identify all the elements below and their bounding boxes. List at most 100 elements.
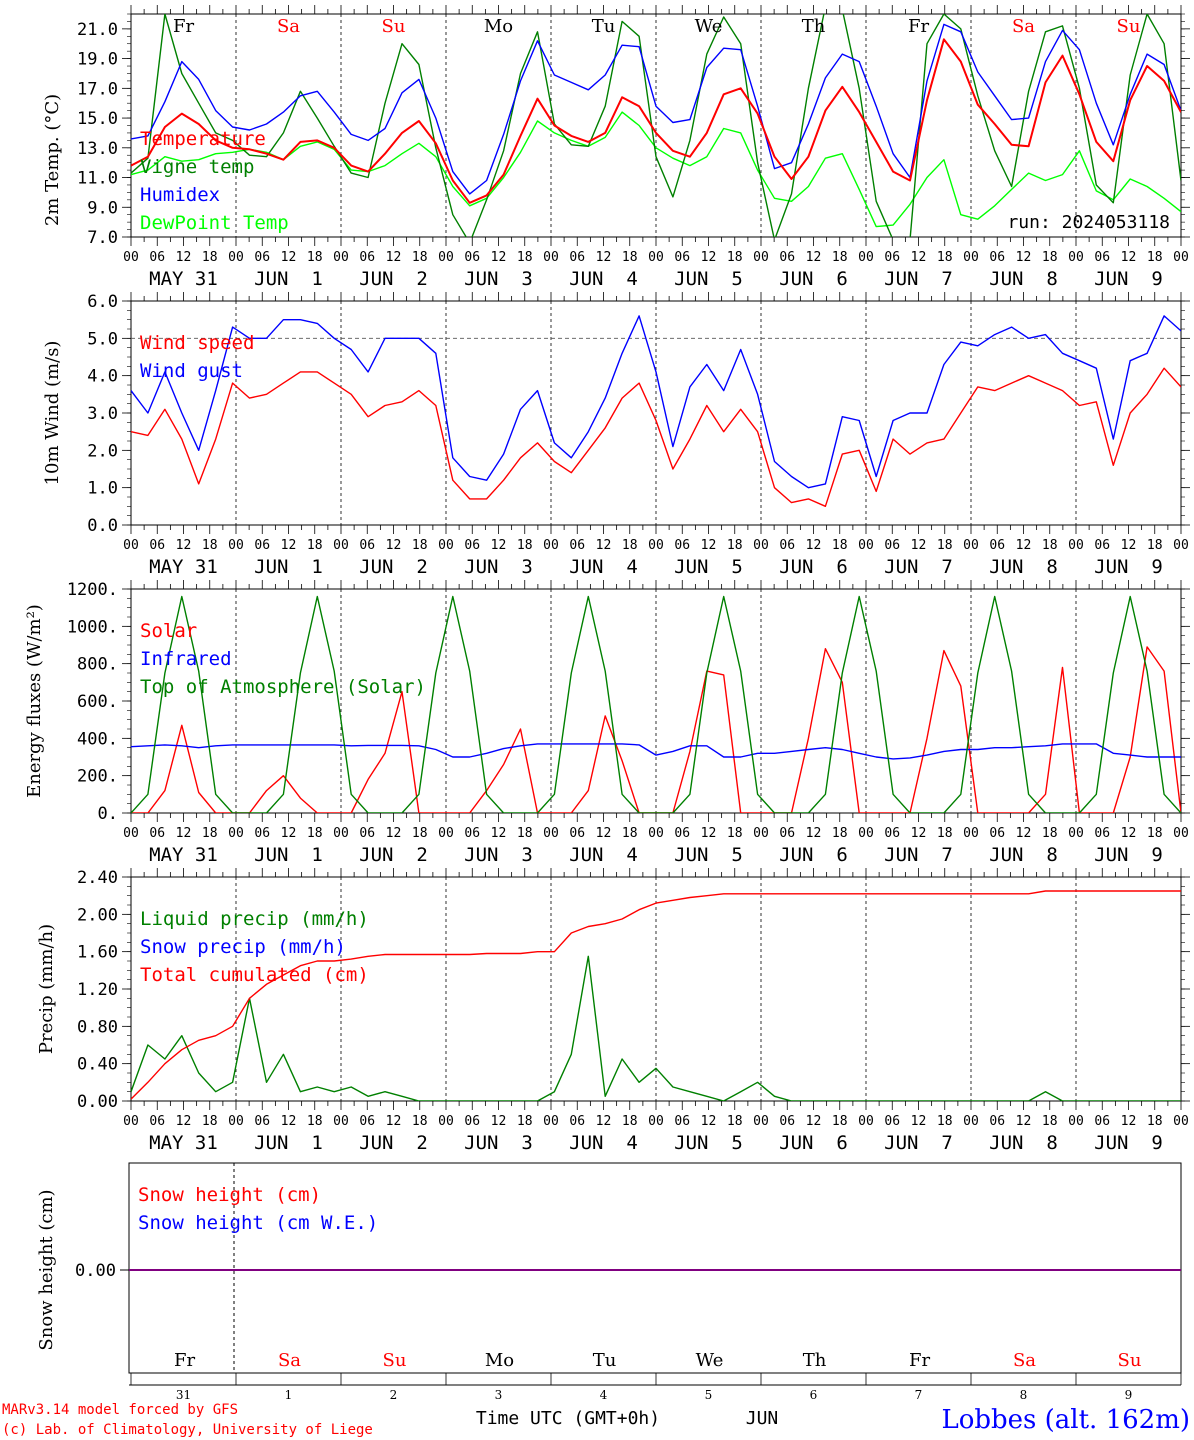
hour-tick-label: 00 xyxy=(333,1114,349,1129)
weekday-label: Th xyxy=(802,16,826,37)
hour-tick-label: 12 xyxy=(491,538,507,553)
hour-tick-label: 00 xyxy=(438,826,454,841)
hour-tick-label: 00 xyxy=(228,538,244,553)
hour-tick-label: 00 xyxy=(1173,250,1189,265)
hour-tick-label: 12 xyxy=(911,250,927,265)
hour-tick-label: 12 xyxy=(491,826,507,841)
hour-tick-label: 18 xyxy=(202,250,218,265)
day-tick-label: MAY 31 xyxy=(149,556,218,578)
legend-total-cumulated: Total cumulated (cm) xyxy=(140,964,369,986)
hour-tick-label: 12 xyxy=(911,538,927,553)
hour-tick-label: 06 xyxy=(989,538,1005,553)
hour-tick-label: 12 xyxy=(701,1114,717,1129)
hour-tick-label: 06 xyxy=(884,1114,900,1129)
series-line-infrared xyxy=(131,743,1181,760)
hour-tick-label: 12 xyxy=(1016,1114,1032,1129)
y-tick-label: 7.0 xyxy=(87,228,118,248)
hour-tick-label: 12 xyxy=(281,1114,297,1129)
day-tick-label: JUN 1 xyxy=(254,844,323,866)
hour-tick-label: 18 xyxy=(202,826,218,841)
hour-tick-label: 12 xyxy=(386,826,402,841)
hour-tick-label: 12 xyxy=(806,250,822,265)
hour-tick-label: 06 xyxy=(359,250,375,265)
y-tick-label: 2.40 xyxy=(77,868,118,888)
hour-tick-label: 06 xyxy=(359,1114,375,1129)
hour-tick-label: 18 xyxy=(1147,538,1163,553)
hour-tick-label: 18 xyxy=(832,826,848,841)
run-label: run: 2024053118 xyxy=(1007,212,1170,233)
day-tick-label: MAY 31 xyxy=(149,1132,218,1154)
hour-tick-label: 18 xyxy=(307,1114,323,1129)
hour-tick-label: 12 xyxy=(176,826,192,841)
day-tick-label: JUN 6 xyxy=(779,556,848,578)
hour-tick-label: 12 xyxy=(1121,1114,1137,1129)
legend-dewpoint: DewPoint Temp xyxy=(140,212,289,234)
snow-ylabel: Snow height (cm) xyxy=(36,1189,57,1350)
hour-tick-label: 18 xyxy=(307,538,323,553)
day-tick-label: JUN 9 xyxy=(1094,1132,1163,1154)
day-tick-label: JUN 6 xyxy=(779,268,848,290)
weekday-label: Su xyxy=(1117,16,1141,37)
y-tick-label: 17.0 xyxy=(77,79,118,99)
hour-tick-label: 06 xyxy=(254,250,270,265)
hour-tick-label: 12 xyxy=(386,538,402,553)
hour-tick-label: 00 xyxy=(123,1114,139,1129)
hour-tick-label: 12 xyxy=(1016,538,1032,553)
weekday-label: Tu xyxy=(593,1350,617,1371)
hour-tick-label: 18 xyxy=(1147,826,1163,841)
weekday-label: Su xyxy=(1118,1350,1142,1371)
day-tick-label: JUN 3 xyxy=(464,268,533,290)
temperature-yticks: 7.0 9.0 11.0 13.0 15.0 17.0 19.0 21.0 xyxy=(77,13,1190,248)
hour-tick-label: 06 xyxy=(1094,1114,1110,1129)
day-tick-label: JUN 5 xyxy=(674,1132,743,1154)
hour-tick-label: 00 xyxy=(1173,1114,1189,1129)
hour-tick-label: 00 xyxy=(543,826,559,841)
day-number-label: 2 xyxy=(390,1388,398,1402)
hour-tick-label: 06 xyxy=(779,250,795,265)
hour-tick-label: 06 xyxy=(464,1114,480,1129)
snow-frame xyxy=(128,1162,1182,1374)
y-tick-label: 3.0 xyxy=(87,404,118,424)
hour-tick-label: 18 xyxy=(1042,826,1058,841)
hour-tick-label: 12 xyxy=(911,826,927,841)
legend-wind-speed: Wind speed xyxy=(140,332,254,354)
hour-tick-label: 18 xyxy=(622,538,638,553)
hour-tick-label: 06 xyxy=(464,250,480,265)
hour-tick-label: 06 xyxy=(149,538,165,553)
hour-tick-label: 18 xyxy=(517,250,533,265)
bottom-day-ticks: 31 1 2 3 4 5 6 7 8 9 xyxy=(130,1373,1182,1402)
day-tick-label: JUN 3 xyxy=(464,844,533,866)
y-tick-label: 0.0 xyxy=(87,516,118,536)
series-line-wind-gust xyxy=(131,315,1181,489)
legend-toa-solar: Top of Atmosphere (Solar) xyxy=(140,676,426,698)
day-tick-label: JUN 1 xyxy=(254,268,323,290)
hour-tick-label: 12 xyxy=(176,538,192,553)
hour-tick-label: 12 xyxy=(596,538,612,553)
hour-tick-label: 06 xyxy=(884,826,900,841)
hour-tick-label: 00 xyxy=(753,538,769,553)
y-tick-label: 0.40 xyxy=(77,1055,118,1075)
y-tick-label: 1.60 xyxy=(77,943,118,963)
day-tick-label: JUN 5 xyxy=(674,268,743,290)
series-line-liquid-precip-mm-h xyxy=(131,955,1181,1101)
hour-tick-label: 18 xyxy=(937,250,953,265)
precip-yticks: 0.00 0.40 0.80 1.20 1.60 2.00 2.40 xyxy=(77,868,1190,1112)
energy-ylabel: Energy fluxes (W/m²) xyxy=(24,604,45,798)
hour-tick-label: 00 xyxy=(648,1114,664,1129)
hour-tick-label: 00 xyxy=(438,1114,454,1129)
hour-tick-label: 00 xyxy=(333,250,349,265)
hour-tick-label: 18 xyxy=(622,826,638,841)
hour-tick-label: 12 xyxy=(806,538,822,553)
series-line-wind-speed xyxy=(131,367,1181,507)
y-tick-label: 19.0 xyxy=(77,50,118,70)
hour-tick-label: 06 xyxy=(569,538,585,553)
hour-tick-label: 12 xyxy=(491,250,507,265)
day-number-label: 6 xyxy=(810,1388,818,1402)
y-tick-label: 1.20 xyxy=(77,980,118,1000)
hour-tick-label: 06 xyxy=(569,1114,585,1129)
day-tick-label: JUN 4 xyxy=(569,556,638,578)
hour-tick-label: 12 xyxy=(1121,826,1137,841)
hour-tick-label: 06 xyxy=(569,826,585,841)
hour-tick-label: 06 xyxy=(884,250,900,265)
